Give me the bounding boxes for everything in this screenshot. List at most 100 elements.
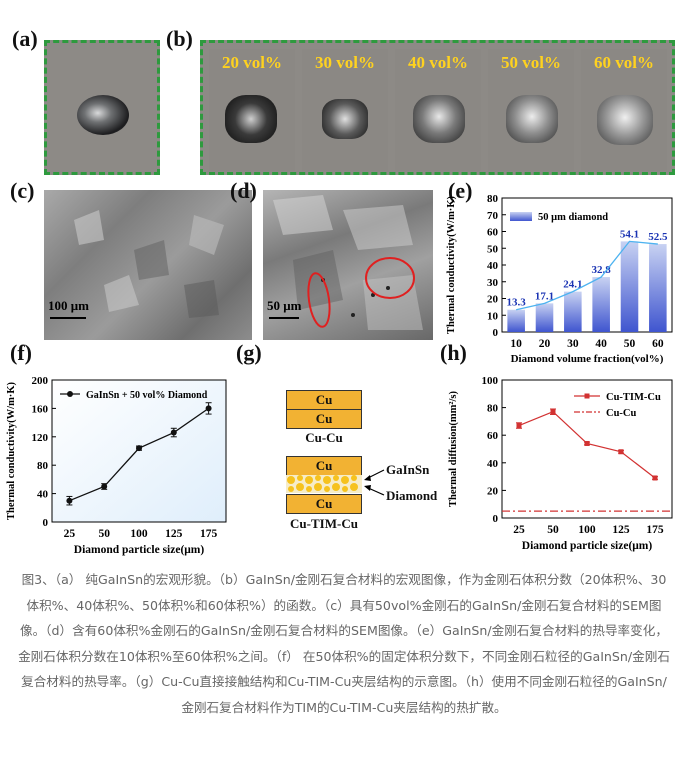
value-label: 52.5 — [648, 231, 668, 243]
cu-layer: Cu — [286, 456, 362, 476]
annotation-arrows — [364, 469, 385, 496]
y-tick-label: 20 — [487, 294, 499, 306]
scale-bar-c — [50, 317, 86, 319]
photo-composites: 20 vol% 30 vol% 40 vol% 50 vol% 60 vol% — [200, 40, 675, 175]
y-axis-label: Thermal conductivity(W/m·K) — [446, 196, 457, 334]
panel-label-g: (g) — [236, 340, 262, 365]
y-tick-label: 0 — [493, 327, 499, 339]
panel-label-b: (b) — [166, 26, 193, 51]
data-point — [550, 409, 556, 415]
data-point — [101, 483, 108, 490]
x-tick-label: 50 — [98, 528, 110, 540]
y-tick-label: 40 — [487, 260, 499, 272]
x-tick-label: 40 — [595, 338, 607, 350]
legend-label: 50 μm diamond — [538, 212, 608, 223]
value-label: 32.8 — [592, 264, 612, 276]
y-tick-label: 80 — [487, 403, 499, 415]
chart-f: 0 40 80 120 160 200 25 50 100 125 175 GaInSn + 50 v… — [6, 375, 227, 556]
scale-bar-d — [269, 317, 299, 319]
y-tick-label: 30 — [487, 277, 499, 289]
sem-texture — [74, 210, 224, 318]
composite-tile-50: 50 vol% — [488, 49, 574, 171]
data-point — [66, 497, 73, 504]
panel-label-c: (c) — [10, 178, 35, 203]
panel-label-f: (f) — [10, 340, 32, 365]
label-cu-tim-cu: Cu-TIM-Cu — [290, 516, 358, 531]
plot-frame — [501, 379, 673, 519]
y-tick-label: 200 — [32, 375, 49, 387]
schematic-g: Cu Cu Cu-Cu Cu Cu Cu-TIM-Cu — [286, 390, 366, 540]
bar — [592, 277, 610, 332]
x-tick-label: 10 — [510, 338, 522, 350]
gainsn-droplet — [77, 95, 129, 135]
data-point — [618, 449, 624, 455]
y-tick-label: 100 — [482, 375, 499, 387]
y-tick-label: 40 — [37, 489, 49, 501]
sem-texture — [273, 195, 423, 330]
bar — [649, 244, 667, 332]
y-tick-label: 80 — [37, 460, 49, 472]
data-point — [516, 423, 522, 429]
diamond-particles — [287, 475, 358, 492]
x-tick-label: 30 — [567, 338, 579, 350]
legend-label: GaInSn + 50 vol% Diamond — [86, 390, 208, 401]
y-tick-label: 160 — [32, 403, 49, 415]
x-tick-label: 100 — [130, 528, 148, 540]
panel-label-a: (a) — [12, 26, 38, 51]
sem-image-60vol: 50 μm — [263, 190, 433, 340]
panel-label-e: (e) — [448, 178, 473, 203]
tile-label: 20 vol% — [222, 53, 282, 72]
y-axis-label: Thermal diffusion(mm²/s) — [448, 390, 459, 507]
tile-label: 40 vol% — [408, 53, 468, 72]
bar — [535, 303, 554, 332]
value-label: 24.1 — [563, 279, 582, 291]
y-tick-label: 10 — [487, 310, 499, 322]
composite-tile-20: 20 vol% — [209, 49, 295, 171]
legend-swatch — [510, 212, 532, 221]
y-tick-label: 60 — [487, 430, 499, 442]
data-point — [584, 440, 590, 446]
data-point — [170, 429, 177, 436]
y-tick-label: 20 — [487, 485, 499, 497]
bar — [564, 291, 582, 332]
y-tick-label: 50 — [487, 243, 499, 255]
x-tick-label: 175 — [200, 528, 218, 540]
x-tick-label: 20 — [539, 338, 551, 350]
scale-bar-label-d: 50 μm — [267, 298, 302, 313]
value-label: 17.1 — [535, 290, 554, 302]
legend-label: Cu-TIM-Cu — [606, 392, 661, 403]
scale-bar-label-c: 100 μm — [48, 298, 89, 313]
label-cu-cu: Cu-Cu — [305, 430, 343, 445]
legend-marker — [584, 393, 590, 399]
y-tick-label: 0 — [493, 513, 499, 525]
y-tick-label: 0 — [43, 517, 49, 529]
tile-label: 50 vol% — [501, 53, 561, 72]
y-tick-label: 40 — [487, 458, 499, 470]
tile-label: 60 vol% — [594, 53, 654, 72]
y-axis-label: Thermal conductivity(W/m·K) — [6, 382, 17, 520]
cu-layer: Cu — [286, 494, 362, 514]
panel-label-d: (d) — [230, 178, 257, 203]
annotation-gainsn: GaInSn — [386, 462, 430, 477]
sem-image-50vol: 100 μm — [44, 190, 252, 340]
tile-label: 30 vol% — [315, 53, 375, 72]
cu-layer: Cu — [286, 390, 362, 410]
x-tick-label: 125 — [612, 524, 630, 536]
highlight-ellipse — [307, 272, 331, 328]
trend-line — [516, 240, 658, 311]
tim-layer — [286, 475, 362, 493]
y-tick-label: 60 — [487, 227, 499, 239]
composite-tile-40: 40 vol% — [395, 49, 481, 171]
legend-label: Cu-Cu — [606, 408, 637, 419]
y-tick-label: 120 — [32, 432, 49, 444]
legend-marker — [67, 391, 73, 397]
x-tick-label: 25 — [513, 524, 525, 536]
x-tick-label: 100 — [578, 524, 596, 536]
cu-layer: Cu — [286, 409, 362, 429]
y-tick-label: 80 — [487, 193, 499, 205]
bar — [620, 241, 639, 332]
figure-caption: 图3、（a） 纯GaInSn的宏观形貌。（b）GaInSn/金刚石复合材料的宏观… — [18, 572, 670, 715]
bar — [507, 309, 525, 332]
x-tick-label: 60 — [652, 338, 664, 350]
panel-label-h: (h) — [440, 340, 467, 365]
